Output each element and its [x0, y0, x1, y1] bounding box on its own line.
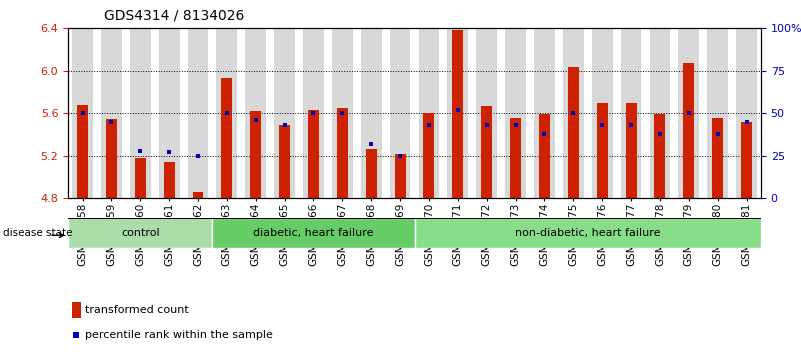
Text: disease state: disease state	[3, 228, 73, 238]
Bar	[366, 149, 376, 198]
Bar	[736, 28, 757, 198]
Bar	[453, 30, 463, 198]
Bar	[539, 114, 550, 198]
Bar	[274, 28, 295, 198]
Text: control: control	[121, 228, 159, 238]
Bar	[72, 28, 93, 198]
Text: percentile rank within the sample: percentile rank within the sample	[85, 330, 273, 339]
Bar	[650, 28, 670, 198]
Bar	[250, 111, 261, 198]
Bar	[159, 28, 179, 198]
Bar	[192, 192, 203, 198]
Bar	[130, 28, 151, 198]
Bar	[741, 122, 752, 198]
Bar	[72, 302, 81, 318]
Bar	[163, 162, 175, 198]
Bar	[597, 103, 608, 198]
Text: non-diabetic, heart failure: non-diabetic, heart failure	[515, 228, 661, 238]
Bar	[419, 28, 439, 198]
Bar	[303, 28, 324, 198]
Bar	[212, 218, 415, 248]
Bar	[68, 218, 212, 248]
Text: diabetic, heart failure: diabetic, heart failure	[253, 228, 374, 238]
Bar	[621, 28, 642, 198]
Bar	[712, 118, 723, 198]
Bar	[360, 28, 381, 198]
Bar	[187, 28, 208, 198]
Bar	[216, 28, 237, 198]
Bar	[626, 103, 637, 198]
Bar	[106, 119, 117, 198]
Bar	[135, 158, 146, 198]
Bar	[424, 113, 434, 198]
Bar	[337, 108, 348, 198]
Bar	[279, 125, 290, 198]
Bar	[415, 218, 761, 248]
Bar	[221, 78, 232, 198]
Bar	[534, 28, 555, 198]
Text: transformed count: transformed count	[85, 305, 189, 315]
Bar	[477, 28, 497, 198]
Bar	[245, 28, 266, 198]
Bar	[481, 106, 492, 198]
Bar	[448, 28, 469, 198]
Text: GDS4314 / 8134026: GDS4314 / 8134026	[104, 9, 244, 23]
Bar	[510, 118, 521, 198]
Bar	[332, 28, 352, 198]
Bar	[678, 28, 699, 198]
Bar	[390, 28, 410, 198]
Bar	[568, 67, 579, 198]
Bar	[395, 154, 405, 198]
Bar	[592, 28, 613, 198]
Bar	[563, 28, 584, 198]
Bar	[308, 110, 319, 198]
Bar	[707, 28, 728, 198]
Bar	[77, 105, 88, 198]
Bar	[683, 63, 694, 198]
Bar	[101, 28, 122, 198]
Bar	[505, 28, 526, 198]
Bar	[654, 114, 666, 198]
